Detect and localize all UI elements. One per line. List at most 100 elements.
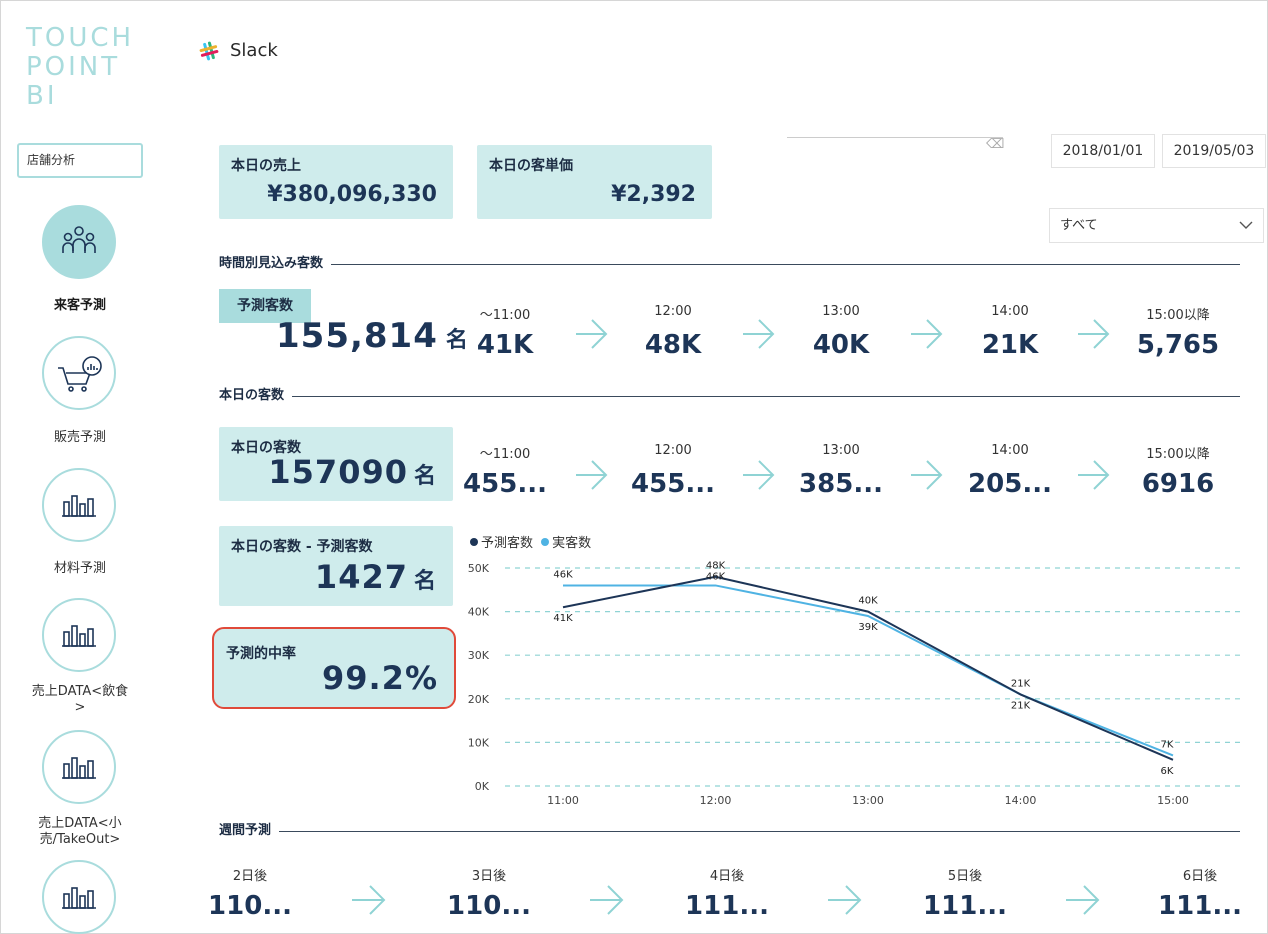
- nav-sales-forecast[interactable]: [42, 336, 116, 410]
- store-select[interactable]: 店舗分析: [17, 143, 143, 178]
- section-divider: [219, 831, 1240, 832]
- data-label: 21K: [1011, 678, 1031, 689]
- arrow-right-icon: [576, 319, 608, 349]
- x-tick-label: 15:00: [1157, 794, 1189, 807]
- forecast-section-header: 時間別見込み客数: [219, 255, 1240, 273]
- unit-price-value: ¥2,392: [611, 182, 696, 207]
- unit-price-label: 本日の客単価: [489, 158, 573, 174]
- eraser-icon[interactable]: ⌫: [986, 137, 1005, 152]
- nav-item-6[interactable]: [42, 860, 116, 934]
- day-value: 111...: [923, 891, 1007, 921]
- nav-visitor-forecast[interactable]: [42, 205, 116, 279]
- arrow-right-icon: [911, 319, 943, 349]
- slot-value: 48K: [644, 330, 702, 360]
- app-logo: TOUCH POINT BI: [26, 24, 134, 111]
- slack-icon[interactable]: [198, 40, 220, 62]
- legend-label: 実客数: [552, 536, 592, 551]
- slot-value: 41K: [476, 330, 534, 360]
- data-label: 46K: [706, 572, 726, 583]
- slot-time: 14:00: [991, 443, 1029, 458]
- today-slot: 15:00以降 6916: [1118, 443, 1238, 499]
- forecast-slot: 12:00 48K: [613, 304, 733, 360]
- y-tick-label: 20K: [468, 693, 490, 706]
- nav-label-sales-data-food[interactable]: 売上DATA<飲食 >: [0, 684, 160, 716]
- slot-time: 14:00: [991, 304, 1029, 319]
- forecast-total-unit: 名: [445, 328, 469, 353]
- today-visitors-card: 本日の客数 157090 名: [219, 427, 453, 501]
- x-tick-label: 14:00: [1005, 794, 1037, 807]
- day-value: 110...: [447, 891, 531, 921]
- y-tick-label: 40K: [468, 606, 490, 619]
- nav-label-visitor-forecast[interactable]: 来客予測: [53, 298, 106, 313]
- day-label: 6日後: [1182, 869, 1218, 884]
- y-tick-label: 10K: [468, 736, 490, 749]
- arrow-right-icon: [576, 460, 608, 490]
- nav-sales-data-retail[interactable]: [42, 730, 116, 804]
- y-tick-label: 30K: [468, 649, 490, 662]
- date-from-field[interactable]: 2018/01/01: [1051, 134, 1155, 168]
- nav-label-sales-forecast[interactable]: 販売予測: [53, 430, 106, 445]
- forecast-badge: 予測客数: [219, 289, 311, 323]
- today-slot: 12:00 455...: [613, 443, 733, 499]
- data-label: 46K: [553, 569, 573, 580]
- diff-value: 1427: [314, 558, 408, 596]
- cart-chart-icon: [58, 356, 102, 392]
- weekly-day: 4日後 111...: [667, 865, 787, 921]
- search-input[interactable]: [787, 137, 1003, 138]
- data-label: 39K: [858, 622, 878, 633]
- today-slot: 13:00 385...: [781, 443, 901, 499]
- nav-label-line: 売/TakeOut>: [39, 832, 121, 847]
- y-tick-label: 50K: [468, 562, 490, 575]
- nav-sales-data-food[interactable]: [42, 598, 116, 672]
- forecast-slot: 〜11:00 41K: [445, 304, 565, 360]
- visitor-line-chart[interactable]: 0K 10K 20K 30K 40K 50K 11:00 12:00 13:00 14:00 15:…: [465, 530, 1255, 820]
- today-visitors-unit: 名: [413, 464, 437, 489]
- category-dropdown[interactable]: すべて: [1049, 208, 1264, 243]
- sales-value: ¥380,096,330: [267, 182, 437, 207]
- legend-item[interactable]: 予測客数: [470, 536, 533, 551]
- today-visitors-value: 157090: [268, 453, 408, 491]
- nav-label-sales-data-retail[interactable]: 売上DATA<小 売/TakeOut>: [0, 816, 160, 848]
- accuracy-card: 予測的中率 99.2%: [212, 627, 456, 709]
- nav-material-forecast[interactable]: [42, 468, 116, 542]
- arrow-right-icon: [1078, 460, 1110, 490]
- slot-value: 385...: [799, 469, 883, 499]
- nav-label-line: >: [74, 700, 86, 715]
- legend-dot: [470, 538, 478, 546]
- forecast-slot: 15:00以降 5,765: [1118, 304, 1238, 360]
- section-title: 時間別見込み客数: [219, 255, 332, 273]
- date-to-field[interactable]: 2019/05/03: [1162, 134, 1266, 168]
- bar-chart-icon: [62, 495, 96, 517]
- day-value: 111...: [685, 891, 769, 921]
- today-section-header: 本日の客数: [219, 387, 1240, 405]
- series-line: [563, 584, 1174, 757]
- diff-label: 本日の客数 - 予測客数: [231, 539, 373, 555]
- day-label: 4日後: [709, 869, 745, 884]
- x-tick-label: 11:00: [547, 794, 579, 807]
- arrow-right-icon: [590, 885, 624, 915]
- forecast-total: 155,814 名: [276, 316, 469, 356]
- data-label: 7K: [1161, 739, 1174, 750]
- section-divider: [219, 396, 1240, 397]
- legend-item[interactable]: 実客数: [537, 536, 591, 551]
- accuracy-label: 予測的中率: [226, 646, 296, 662]
- slack-label[interactable]: Slack: [230, 40, 278, 61]
- nav-label-material-forecast[interactable]: 材料予測: [53, 561, 106, 576]
- slot-time: 13:00: [822, 443, 860, 458]
- logo-line: TOUCH: [26, 23, 135, 53]
- weekly-day: 5日後 111...: [905, 865, 1025, 921]
- accuracy-value: 99.2%: [321, 659, 438, 697]
- section-title: 週間予測: [219, 822, 280, 840]
- forecast-total-value: 155,814: [276, 316, 438, 356]
- data-label: 41K: [553, 613, 573, 624]
- logo-line: POINT: [26, 52, 121, 82]
- today-slot: 〜11:00 455...: [445, 443, 565, 499]
- legend-label: 予測客数: [481, 536, 534, 551]
- logo-line: BI: [26, 81, 58, 111]
- series-line: [562, 575, 1174, 761]
- arrow-right-icon: [1078, 319, 1110, 349]
- today-visitors-label: 本日の客数: [231, 440, 301, 456]
- day-label: 2日後: [232, 869, 268, 884]
- bar-chart-icon: [62, 625, 96, 647]
- x-tick-label: 12:00: [700, 794, 732, 807]
